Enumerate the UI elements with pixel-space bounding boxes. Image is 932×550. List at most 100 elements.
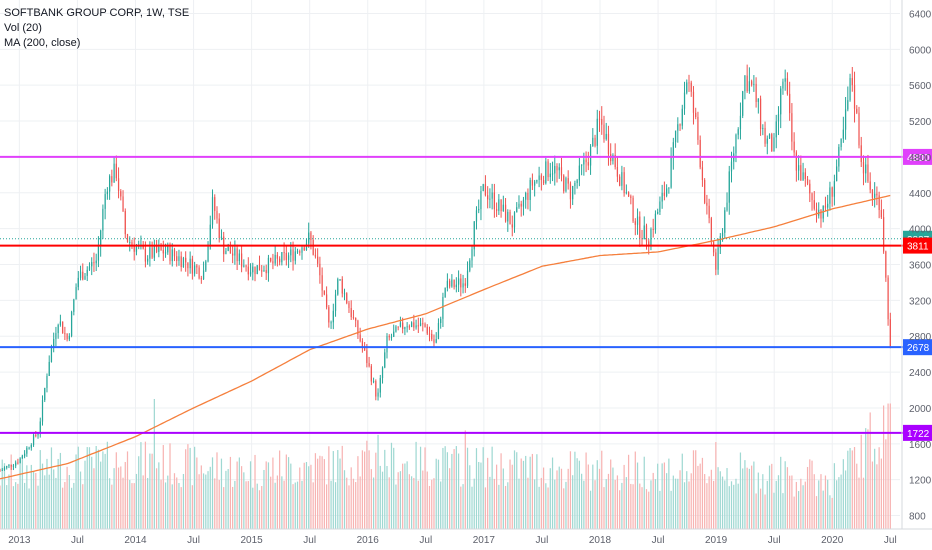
volume-bar — [538, 486, 540, 529]
price-tick-label: 6400 — [909, 9, 932, 20]
volume-bar — [581, 473, 583, 529]
volume-bar — [567, 468, 569, 529]
candle-body — [726, 202, 728, 211]
volume-bar — [0, 485, 1, 529]
volume-bar — [630, 483, 632, 529]
volume-bar — [518, 478, 520, 529]
volume-bar — [862, 477, 865, 529]
volume-bar — [46, 458, 48, 529]
volume-bar — [858, 477, 860, 529]
volume-bar — [348, 485, 350, 529]
volume-bar — [829, 495, 831, 529]
candle-body — [100, 230, 102, 247]
candle-body — [428, 333, 431, 335]
candle-body — [614, 154, 616, 168]
volume-bar — [710, 469, 712, 529]
volume-bar — [589, 490, 592, 529]
volume-bar — [446, 452, 449, 529]
candle-body — [657, 211, 659, 214]
volume-bar — [451, 453, 453, 529]
price-tick-label: 4400 — [909, 189, 932, 200]
volume-bar — [598, 468, 601, 529]
candle-body — [21, 456, 23, 459]
price-tick-label: 5200 — [909, 117, 932, 128]
candle-body — [504, 204, 507, 222]
candle-body — [478, 209, 480, 211]
candle-body — [279, 258, 281, 263]
volume-bar — [176, 477, 178, 529]
volume-bar — [686, 471, 688, 529]
volume-bar — [455, 446, 457, 529]
volume-bar — [75, 454, 77, 529]
volume-bar — [527, 477, 529, 529]
volume-bar — [661, 463, 663, 529]
candle-body — [865, 164, 867, 174]
volume-bar — [214, 478, 216, 529]
volume-bar — [607, 473, 610, 529]
volume-bar — [536, 454, 538, 529]
volume-bar — [616, 475, 619, 529]
candle-body — [384, 352, 386, 368]
candle-body — [491, 192, 493, 199]
volume-bar — [77, 446, 79, 529]
volume-bar — [249, 461, 252, 529]
candle-body — [160, 246, 162, 251]
volume-bar — [670, 490, 672, 529]
volume-bar — [102, 451, 104, 529]
candle-body — [299, 251, 301, 253]
candle-body — [551, 173, 554, 175]
candle-body — [572, 185, 574, 200]
volume-bar — [417, 480, 419, 529]
candle-body — [46, 375, 48, 388]
volume-bar — [1, 459, 3, 529]
volume-bar — [323, 459, 325, 529]
candle-body — [214, 197, 216, 211]
candle-body — [536, 179, 538, 182]
volume-bar — [431, 479, 433, 529]
volume-bar — [737, 483, 739, 529]
candle-body — [229, 247, 232, 254]
time-tick-label: 2019 — [705, 535, 728, 546]
candle-body — [310, 232, 312, 240]
candle-body — [249, 272, 252, 275]
candle-body — [236, 248, 238, 262]
candle-body — [171, 249, 173, 262]
candle-body — [281, 252, 283, 263]
candle-body — [706, 202, 708, 206]
volume-bar — [666, 473, 668, 529]
volume-bar — [413, 477, 415, 529]
volume-bar — [440, 481, 442, 529]
volume-bar — [370, 469, 372, 529]
volume-bar — [681, 453, 683, 529]
volume-bar — [120, 466, 122, 529]
volume-bar — [180, 487, 182, 529]
volume-bar — [576, 458, 578, 529]
candle-body — [840, 138, 842, 147]
candle-body — [809, 183, 811, 194]
ma-indicator-label[interactable]: MA (200, close) — [4, 37, 81, 49]
candle-body — [712, 241, 715, 253]
volume-bar — [712, 480, 715, 529]
volume-indicator-label[interactable]: Vol (20) — [4, 22, 42, 34]
volume-bar — [610, 459, 612, 529]
volume-bar — [793, 496, 795, 529]
candle-body — [549, 173, 551, 178]
candle-body — [670, 157, 672, 188]
volume-bar — [437, 459, 440, 529]
candle-body — [534, 181, 536, 186]
volume-bar — [560, 468, 563, 529]
candle-body — [419, 323, 422, 326]
candle-body — [341, 279, 343, 294]
candle-body — [596, 118, 598, 146]
volume-bar — [364, 451, 366, 529]
volume-bar — [178, 483, 180, 529]
symbol-title[interactable]: SOFTBANK GROUP CORP, 1W, TSE — [4, 7, 190, 19]
volume-bar — [216, 452, 218, 529]
candle-body — [493, 192, 495, 210]
candle-body — [730, 161, 733, 172]
volume-bar — [549, 468, 551, 529]
horizontal-levels[interactable]: 48003887381126781722 — [0, 148, 932, 441]
candle-body — [569, 183, 572, 200]
candle-body — [594, 137, 596, 146]
